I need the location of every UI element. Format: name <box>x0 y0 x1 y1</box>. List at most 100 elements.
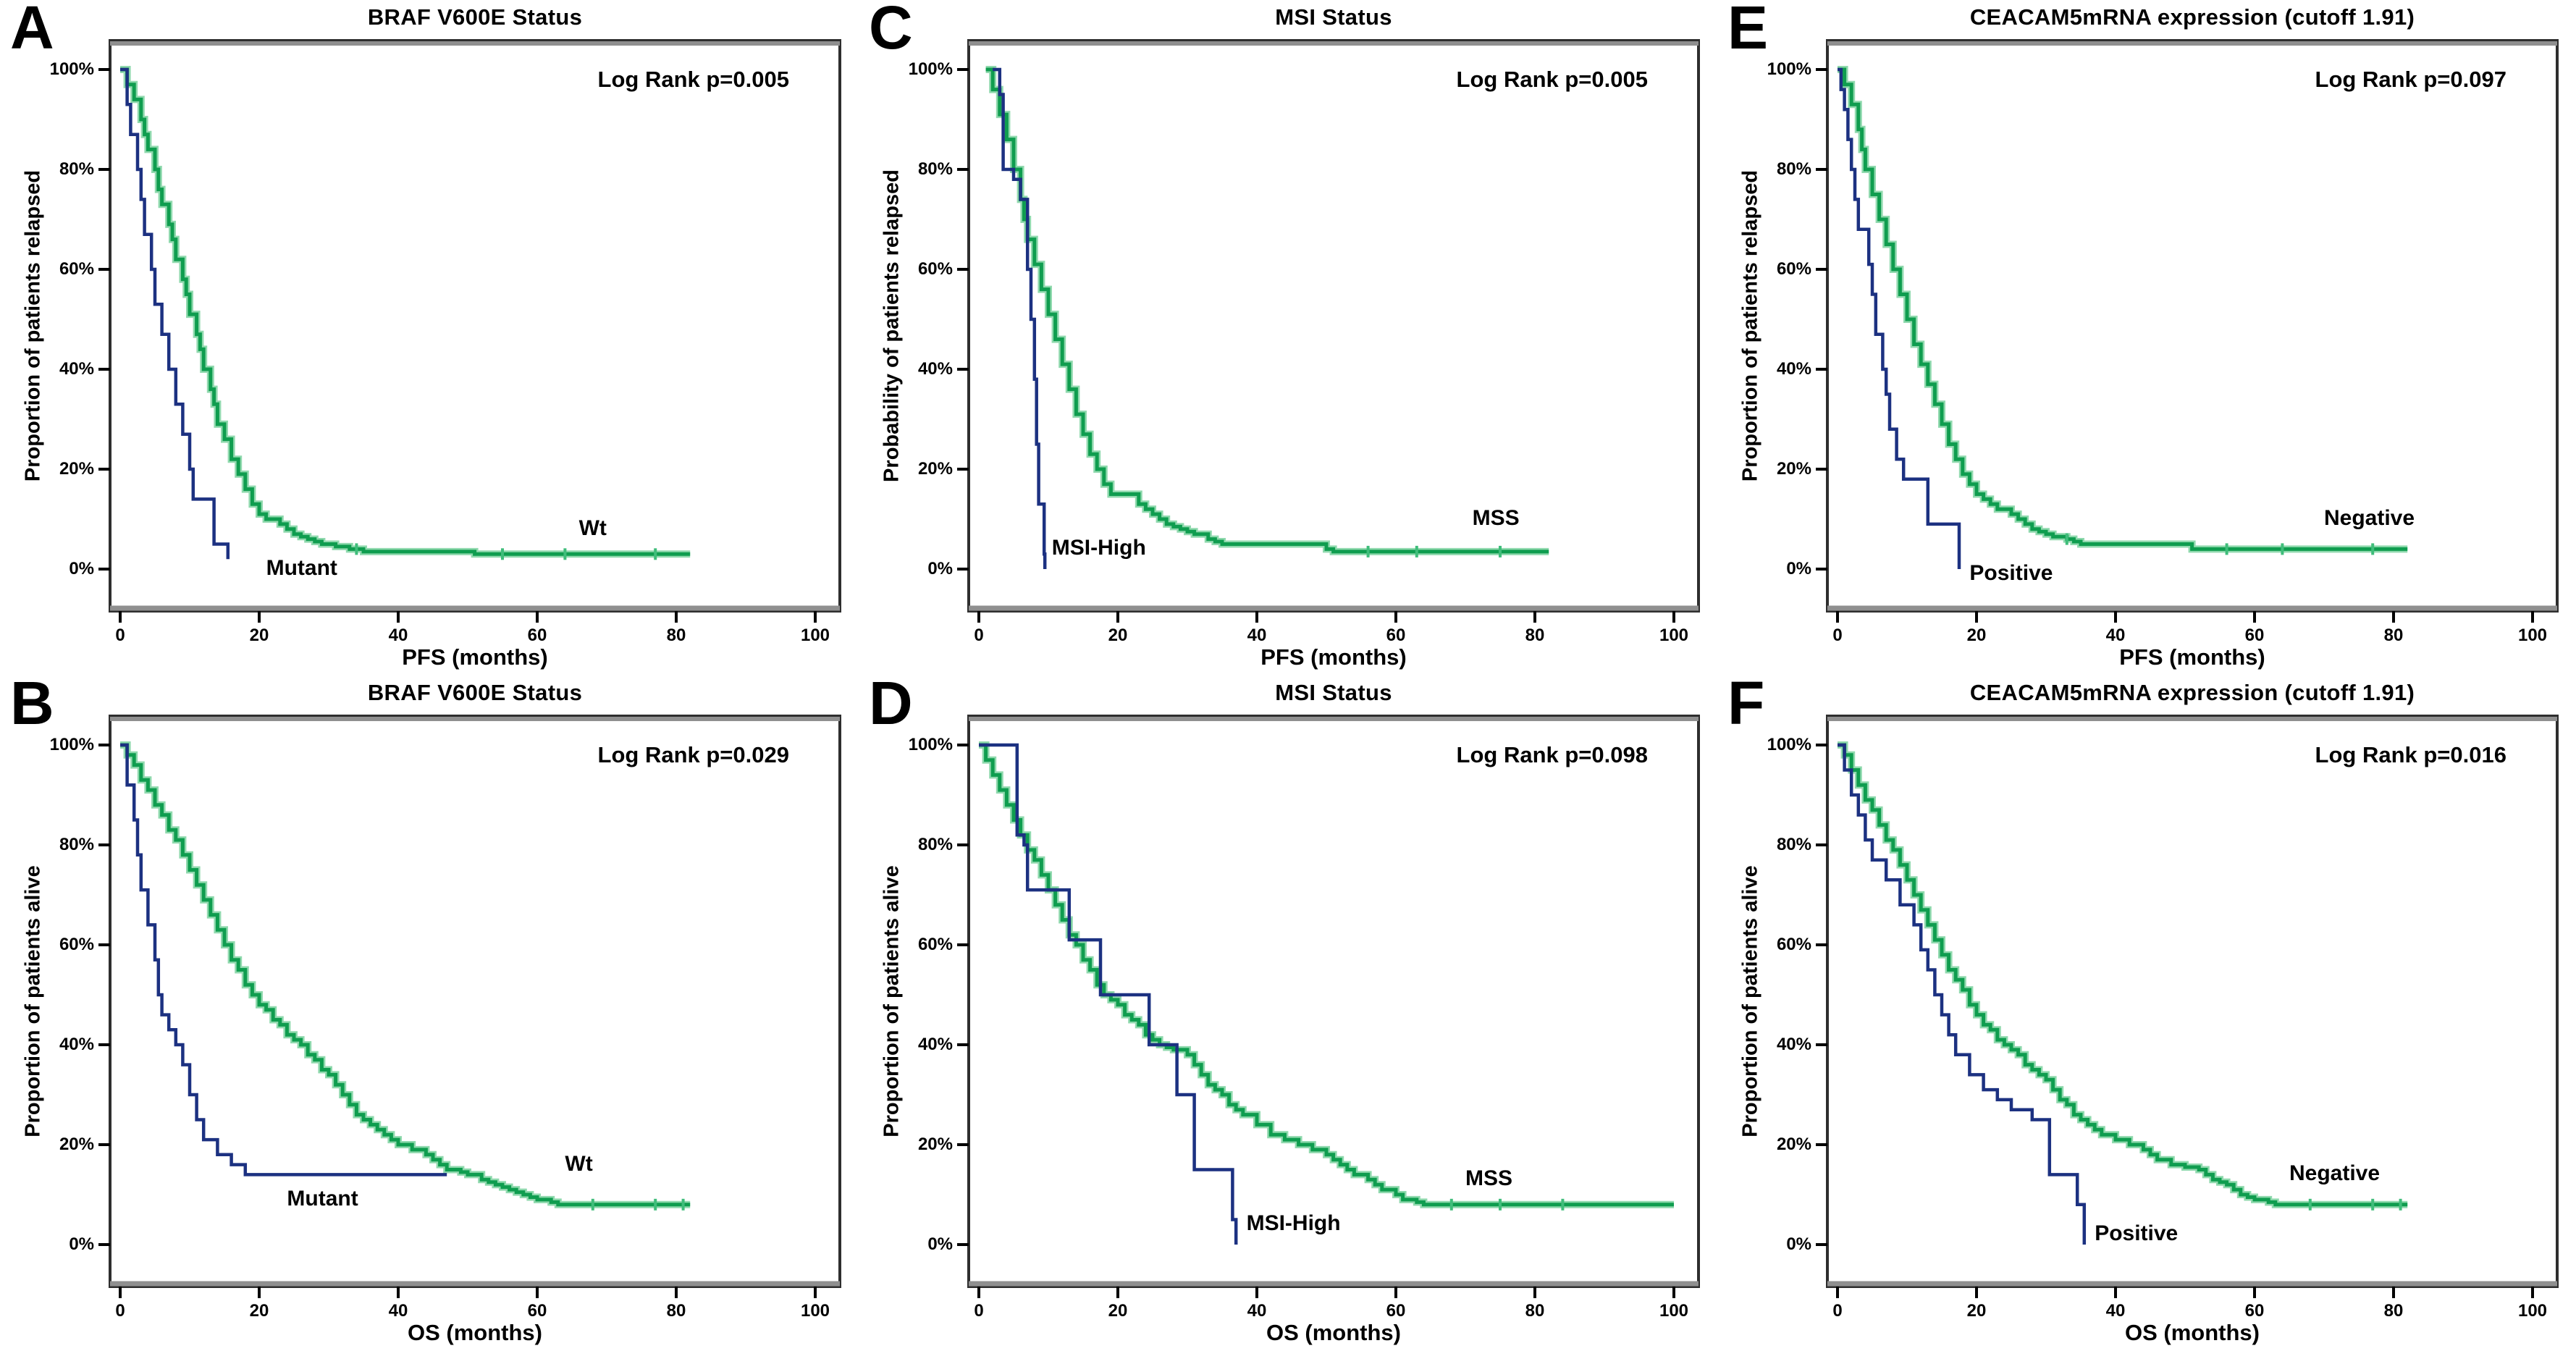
x-tick-label: 80 <box>666 626 686 645</box>
curve-label-msi-high: MSI-High <box>1051 536 1146 560</box>
km-curve-msi-high <box>993 67 1047 569</box>
plot-frame <box>1826 715 2559 1288</box>
x-tick-label: 100 <box>1659 1301 1689 1321</box>
y-tick-label: 0% <box>69 559 94 578</box>
log-rank-annotation: Log Rank p=0.016 <box>2315 742 2506 767</box>
km-curve-wt <box>120 67 691 556</box>
x-tick-label: 80 <box>1525 626 1545 645</box>
km-curve-mutant <box>120 67 230 560</box>
km-plot-f <box>1816 715 2559 1298</box>
curve-label-mutant: Mutant <box>287 1186 358 1211</box>
panel-letter: B <box>10 669 54 737</box>
curve-label-wt: Wt <box>565 1151 593 1176</box>
y-tick-label: 40% <box>1776 359 1811 379</box>
km-curve-mss <box>985 67 1549 554</box>
km-curve-halo-mss <box>985 66 1549 555</box>
plot-frame <box>967 39 1700 613</box>
km-curve-negative <box>1838 743 2408 1207</box>
y-axis-label: Proportion of patients alive <box>21 865 45 1137</box>
x-tick-label: 40 <box>388 1301 408 1321</box>
x-tick-label: 0 <box>974 626 984 645</box>
y-tick-label: 100% <box>1767 59 1811 79</box>
curve-label-msi-high: MSI-High <box>1246 1211 1341 1236</box>
x-tick-label: 100 <box>2517 626 2548 645</box>
y-tick-label: 0% <box>927 1234 953 1254</box>
x-tick-label: 40 <box>388 626 408 645</box>
y-tick-label: 40% <box>59 359 94 379</box>
y-tick-label: 60% <box>917 935 953 954</box>
x-tick-label: 0 <box>1832 626 1843 645</box>
curve-label-positive: Positive <box>2095 1221 2179 1246</box>
km-curve-halo-wt <box>120 741 691 1208</box>
y-axis-label: Proportion of patients relapsed <box>1738 169 1762 482</box>
km-curve-halo-negative <box>1838 66 2408 553</box>
x-axis-label: OS (months) <box>2125 1320 2260 1345</box>
y-tick-label: 20% <box>1776 1135 1811 1154</box>
km-curve-halo-negative <box>1838 741 2408 1208</box>
y-axis-label: Probability of patients relapsed <box>880 169 904 482</box>
chart-title: MSI Status <box>1275 4 1392 30</box>
plot-frame <box>109 715 841 1288</box>
chart-title: CEACAM5mRNA expression (cutoff 1.91) <box>1969 680 2415 705</box>
panel-a: A BRAF V600E Status Log Rank p=0.005 Pro… <box>0 0 859 676</box>
x-tick-label: 0 <box>974 1301 984 1321</box>
chart-title: BRAF V600E Status <box>367 4 583 30</box>
log-rank-annotation: Log Rank p=0.098 <box>1456 742 1648 767</box>
x-tick-label: 40 <box>2105 1301 2126 1321</box>
km-curve-negative <box>1838 67 2408 551</box>
x-tick-label: 60 <box>1386 1301 1406 1321</box>
km-curve-mutant <box>120 743 447 1177</box>
curve-label-mss: MSS <box>1472 506 1520 530</box>
panel-f: F CEACAM5mRNA expression (cutoff 1.91) L… <box>1717 670 2576 1351</box>
x-tick-label: 100 <box>2517 1301 2548 1321</box>
km-curve-halo-mss <box>979 741 1674 1208</box>
x-tick-label: 0 <box>115 626 125 645</box>
x-tick-label: 60 <box>2244 1301 2265 1321</box>
log-rank-annotation: Log Rank p=0.005 <box>1456 67 1648 92</box>
x-tick-label: 20 <box>249 626 269 645</box>
x-tick-label: 40 <box>1247 1301 1267 1321</box>
x-tick-label: 80 <box>1525 1301 1545 1321</box>
curve-label-positive: Positive <box>1969 560 2053 585</box>
km-curve-mss <box>979 743 1674 1207</box>
y-tick-label: 40% <box>59 1035 94 1054</box>
x-tick-label: 80 <box>2383 1301 2404 1321</box>
km-plot-d <box>957 715 1700 1298</box>
panel-letter: E <box>1727 0 1769 62</box>
y-axis-label: Proportion of patients alive <box>1738 865 1762 1137</box>
y-axis-label: Proportion of patients alive <box>880 865 904 1137</box>
curve-label-negative: Negative <box>2289 1161 2381 1186</box>
plot-frame <box>967 715 1700 1288</box>
y-tick-label: 80% <box>917 835 953 854</box>
x-tick-label: 60 <box>1386 626 1406 645</box>
km-curve-positive <box>1838 67 1961 569</box>
log-rank-annotation: Log Rank p=0.005 <box>597 67 789 92</box>
km-curve-msi-high <box>979 743 1238 1245</box>
x-tick-label: 60 <box>2244 626 2265 645</box>
km-plot-b <box>98 715 841 1298</box>
x-tick-label: 60 <box>527 626 547 645</box>
x-axis-label: PFS (months) <box>402 644 548 670</box>
panel-letter: D <box>869 669 913 737</box>
y-tick-label: 80% <box>59 159 94 179</box>
y-tick-label: 60% <box>1776 259 1811 279</box>
panel-letter: A <box>10 0 54 62</box>
x-axis-label: PFS (months) <box>2119 644 2265 670</box>
y-tick-label: 100% <box>49 59 94 79</box>
chart-title: CEACAM5mRNA expression (cutoff 1.91) <box>1969 4 2415 30</box>
x-axis-label: PFS (months) <box>1260 644 1407 670</box>
km-curve-positive <box>1838 743 2087 1245</box>
x-tick-label: 80 <box>666 1301 686 1321</box>
x-tick-label: 0 <box>115 1301 125 1321</box>
y-tick-label: 80% <box>917 159 953 179</box>
km-curve-halo-wt <box>120 66 691 558</box>
y-tick-label: 60% <box>59 935 94 954</box>
y-tick-label: 20% <box>917 1135 953 1154</box>
y-tick-label: 0% <box>69 1234 94 1254</box>
plot-frame <box>1826 39 2559 613</box>
y-tick-label: 100% <box>908 59 953 79</box>
log-rank-annotation: Log Rank p=0.097 <box>2315 67 2506 92</box>
y-tick-label: 60% <box>1776 935 1811 954</box>
x-tick-label: 80 <box>2383 626 2404 645</box>
